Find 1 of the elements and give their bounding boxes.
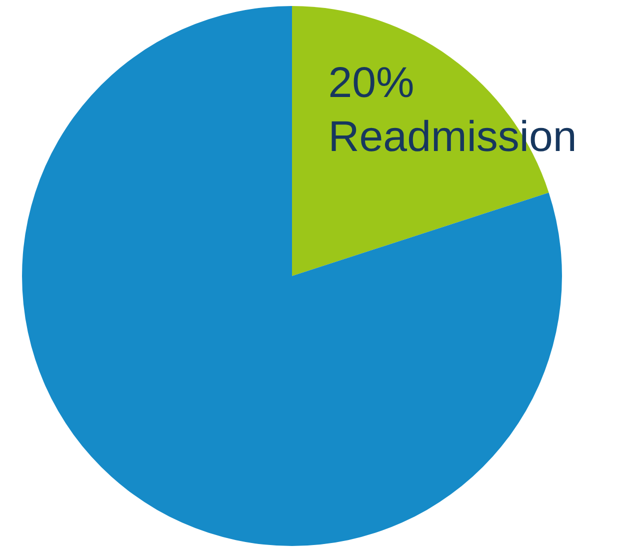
data-label: 20% [328,58,414,107]
